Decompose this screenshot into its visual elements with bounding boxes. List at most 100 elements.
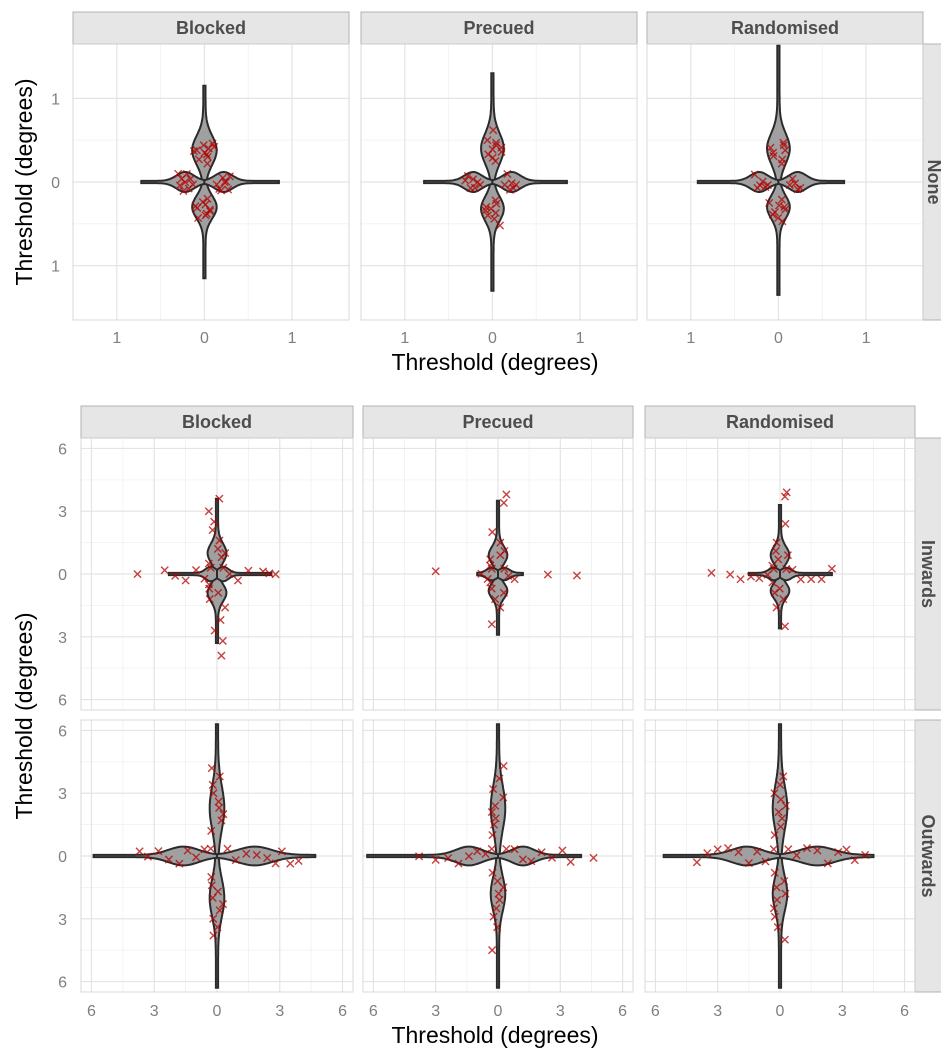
- data-point: [208, 780, 217, 789]
- y-tick-label: 3: [58, 786, 67, 803]
- data-point: [223, 844, 232, 853]
- data-point: [779, 595, 788, 604]
- data-point: [753, 183, 762, 193]
- x-tick-label: 1: [862, 330, 871, 347]
- data-point: [488, 528, 497, 537]
- data-point: [543, 570, 552, 579]
- data-point: [210, 517, 219, 526]
- data-point: [466, 183, 475, 193]
- y-axis-title: Threshold (degrees): [11, 612, 37, 819]
- violin-right: [216, 565, 273, 583]
- data-point: [231, 856, 240, 865]
- data-point: [777, 195, 786, 204]
- x-tick-label: 0: [494, 1003, 503, 1020]
- data-point: [487, 584, 496, 593]
- data-point: [481, 206, 490, 215]
- x-axis-title: Threshold (degrees): [391, 349, 598, 375]
- data-point: [842, 845, 851, 854]
- data-point: [566, 857, 575, 866]
- y-tick-label: 6: [58, 723, 67, 740]
- data-point: [483, 136, 492, 145]
- x-tick-label: 3: [713, 1003, 722, 1020]
- data-point: [753, 847, 762, 856]
- x-tick-label: 1: [400, 330, 409, 347]
- data-point: [537, 848, 546, 857]
- strip-blocked: [80, 405, 354, 439]
- data-point: [770, 912, 779, 921]
- data-point: [499, 588, 508, 597]
- data-point: [781, 146, 790, 155]
- data-point: [488, 946, 497, 955]
- data-point: [780, 935, 789, 944]
- data-point: [780, 877, 789, 886]
- data-point: [207, 826, 216, 835]
- data-point: [216, 615, 225, 625]
- data-point: [511, 180, 521, 189]
- y-tick-label: 1: [51, 91, 60, 108]
- data-point: [210, 626, 219, 635]
- data-point: [294, 856, 303, 865]
- panel-frame: [80, 719, 354, 993]
- data-point: [218, 900, 228, 909]
- data-point: [788, 174, 797, 183]
- data-point: [788, 565, 797, 574]
- data-point: [734, 848, 743, 857]
- data-point: [772, 538, 781, 547]
- data-point: [191, 853, 201, 862]
- violin-up: [206, 497, 228, 575]
- data-point: [510, 845, 519, 854]
- data-point: [490, 214, 499, 223]
- data-point: [781, 889, 790, 898]
- data-point: [208, 525, 217, 535]
- data-point: [713, 845, 722, 854]
- x-tick-label: 0: [776, 1003, 785, 1020]
- strip-label: None: [924, 160, 941, 205]
- data-point: [772, 883, 781, 892]
- panel-frame: [362, 719, 634, 993]
- data-point: [489, 820, 499, 829]
- x-tick-label: 6: [651, 1003, 660, 1020]
- violin-right: [777, 171, 846, 193]
- data-point: [191, 565, 201, 575]
- data-point: [175, 859, 184, 868]
- data-point: [802, 844, 812, 853]
- data-point: [770, 868, 779, 877]
- data-point: [454, 859, 463, 868]
- violin-left: [662, 845, 781, 867]
- data-point: [193, 203, 202, 213]
- data-point: [487, 807, 496, 817]
- data-point: [527, 857, 536, 866]
- data-point: [206, 563, 215, 572]
- data-point: [504, 571, 513, 581]
- data-point: [785, 180, 794, 190]
- data-point: [263, 853, 272, 863]
- strip-randomised: [646, 11, 924, 45]
- data-point: [265, 569, 274, 578]
- data-point: [217, 651, 226, 660]
- data-point: [772, 895, 782, 905]
- data-point: [703, 849, 712, 858]
- data-point: [499, 498, 508, 507]
- data-point: [222, 177, 231, 186]
- strip-randomised: [644, 405, 916, 439]
- data-point: [761, 182, 770, 192]
- data-point: [207, 764, 216, 773]
- data-point: [221, 548, 230, 558]
- x-tick-label: 0: [488, 330, 497, 347]
- data-point: [164, 855, 173, 864]
- data-point: [755, 574, 764, 583]
- panel-outwards-randomised: [644, 719, 916, 993]
- data-point: [481, 849, 490, 858]
- data-point: [769, 904, 779, 913]
- data-point: [143, 852, 153, 861]
- data-point: [784, 845, 793, 854]
- strip-label: Randomised: [726, 412, 834, 432]
- data-point: [510, 575, 519, 584]
- data-point: [766, 143, 775, 152]
- y-tick-label: 6: [58, 441, 67, 458]
- strip-label: Precued: [462, 412, 533, 432]
- data-point: [776, 795, 785, 804]
- panel-frame: [72, 43, 350, 321]
- data-point: [780, 622, 790, 631]
- data-point: [209, 931, 218, 940]
